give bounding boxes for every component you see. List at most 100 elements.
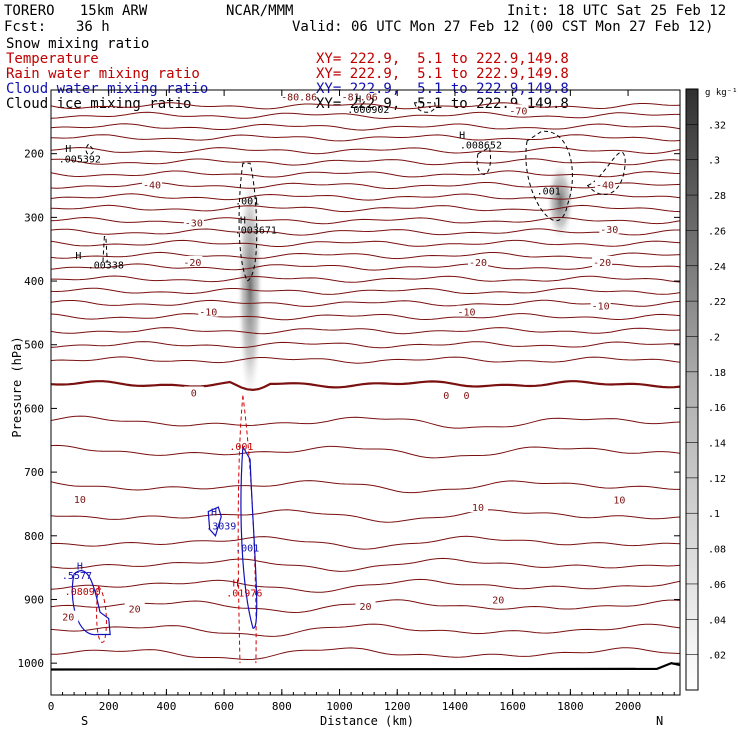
isotherm-line <box>51 111 680 120</box>
x-tick-label: 2000 <box>615 700 642 713</box>
isotherm-line <box>51 557 680 572</box>
temperature-label: 0 <box>191 389 197 400</box>
isotherm-line <box>51 228 680 236</box>
maximum-label: .00338 <box>88 260 124 271</box>
center-title: NCAR/MMM <box>226 3 294 19</box>
isotherm-line <box>51 275 680 283</box>
colorbar-tick-label: .22 <box>708 297 726 308</box>
temperature-label-bg <box>141 178 162 190</box>
colorbar-tick-label: .3 <box>708 156 720 167</box>
colorbar-tick-label: .2 <box>708 332 720 343</box>
temperature-label-bg <box>355 599 376 611</box>
model-title: TORERO 15km ARW <box>4 3 148 19</box>
colorbar-tick-label: .1 <box>708 509 720 520</box>
y-tick-label: 1000 <box>18 657 45 670</box>
cloud-ice-contour <box>476 146 491 175</box>
isotherm-line <box>51 170 680 178</box>
temperature-label: -10 <box>457 308 475 319</box>
temperature-label-bg <box>69 492 90 504</box>
colorbar-tick-label: .02 <box>708 651 726 662</box>
temperature-label-bg <box>488 593 509 605</box>
y-tick-label: 300 <box>24 211 44 224</box>
temperature-label: -10 <box>592 301 610 312</box>
maximum-label: .08090 <box>65 587 101 598</box>
temperature-label: -40 <box>143 180 161 191</box>
y-tick-label: 900 <box>24 593 44 606</box>
maximum-label: H <box>65 144 71 155</box>
isotherm-line <box>51 380 680 392</box>
maximum-label: .008652 <box>460 141 502 152</box>
temperature-label: 20 <box>62 613 74 624</box>
maximum-label: .3039 <box>206 521 236 532</box>
temperature-label: -20 <box>183 258 201 269</box>
x-tick-label: 600 <box>214 700 234 713</box>
legend-rain-xy: XY= 222.9, 5.1 to 222.9,149.8 <box>316 66 569 82</box>
valid-time: Valid: 06 UTC Mon 27 Feb 12 (00 CST Mon … <box>292 19 714 35</box>
cloud-water-contour <box>240 444 258 629</box>
isotherm-line <box>51 204 680 213</box>
temperature-label: -30 <box>185 218 203 229</box>
temperature-label-bg <box>468 501 489 513</box>
maximum-label: H <box>240 216 246 227</box>
maximum-label: H <box>75 251 81 262</box>
colorbar-tick-label: .28 <box>708 191 726 202</box>
x-axis-end-label: N <box>656 714 664 728</box>
temperature-label: 0 <box>443 391 449 402</box>
temperature-label-bg <box>124 602 145 614</box>
x-tick-label: 1600 <box>499 700 526 713</box>
x-tick-label: 200 <box>99 700 119 713</box>
isotherm-line <box>51 578 680 593</box>
temperature-label-bg <box>183 386 204 398</box>
temperature-label: -20 <box>469 258 487 269</box>
legend-snow: Snow mixing ratio <box>6 36 150 52</box>
temperature-label-bg <box>436 389 457 401</box>
temperature-label-bg <box>508 104 529 116</box>
temperature-label: -20 <box>593 258 611 269</box>
isotherm-line <box>51 480 680 494</box>
isotherm-line <box>51 327 680 335</box>
legend-temperature-xy: XY= 222.9, 5.1 to 222.9,149.8 <box>316 51 569 67</box>
colorbar-tick-label: .04 <box>708 615 726 626</box>
colorbar-tick-label: .26 <box>708 226 726 237</box>
isotherm-line <box>51 216 680 225</box>
cloud-ice-contour <box>85 143 95 155</box>
rain-water-contour <box>237 395 257 664</box>
isotherm-line <box>51 123 680 131</box>
isotherm-line <box>51 509 680 523</box>
colorbar-bar <box>685 88 699 691</box>
isotherm-line <box>51 146 680 155</box>
maximum-label: H <box>355 95 361 106</box>
maximum-label: .001 <box>229 442 253 453</box>
maximum-label: .001 <box>537 186 561 197</box>
isotherm-line <box>51 263 680 271</box>
maximum-label: .000902 <box>347 105 389 116</box>
colorbar-tick-label: .24 <box>708 262 726 273</box>
temperature-label-bg <box>609 493 630 505</box>
temperature-label: 20 <box>359 602 371 613</box>
temperature-label: -80.86 <box>281 92 317 103</box>
x-axis-start-label: S <box>81 714 89 728</box>
isotherm-line <box>51 239 680 247</box>
x-tick-label: 1200 <box>384 700 411 713</box>
cloud-water-contour <box>71 570 111 636</box>
maximum-label: H <box>459 130 465 141</box>
legend-cloud-water: Cloud water mixing ratio <box>6 81 209 97</box>
forecast-hour: 36 h <box>76 19 110 35</box>
legend-temperature: Temperature <box>6 51 99 67</box>
x-tick-label: 0 <box>48 700 55 713</box>
snow-shading <box>546 161 575 242</box>
rain-water-contour <box>96 585 107 643</box>
temperature-label-bg <box>456 389 477 401</box>
maximum-label: .003671 <box>235 225 277 236</box>
temperature-label: -81.06 <box>342 92 378 103</box>
temperature-label-bg <box>198 305 219 317</box>
maximum-label: .001 <box>235 544 259 555</box>
maximum-label: .01976 <box>226 588 262 599</box>
colorbar-tick-label: .12 <box>708 474 726 485</box>
cloud-ice-contour <box>238 162 258 282</box>
colorbar-unit: g kg⁻¹ <box>705 88 738 98</box>
cloud-ice-contour <box>525 130 573 222</box>
x-tick-label: 400 <box>156 700 176 713</box>
temperature-label: 20 <box>129 604 141 615</box>
